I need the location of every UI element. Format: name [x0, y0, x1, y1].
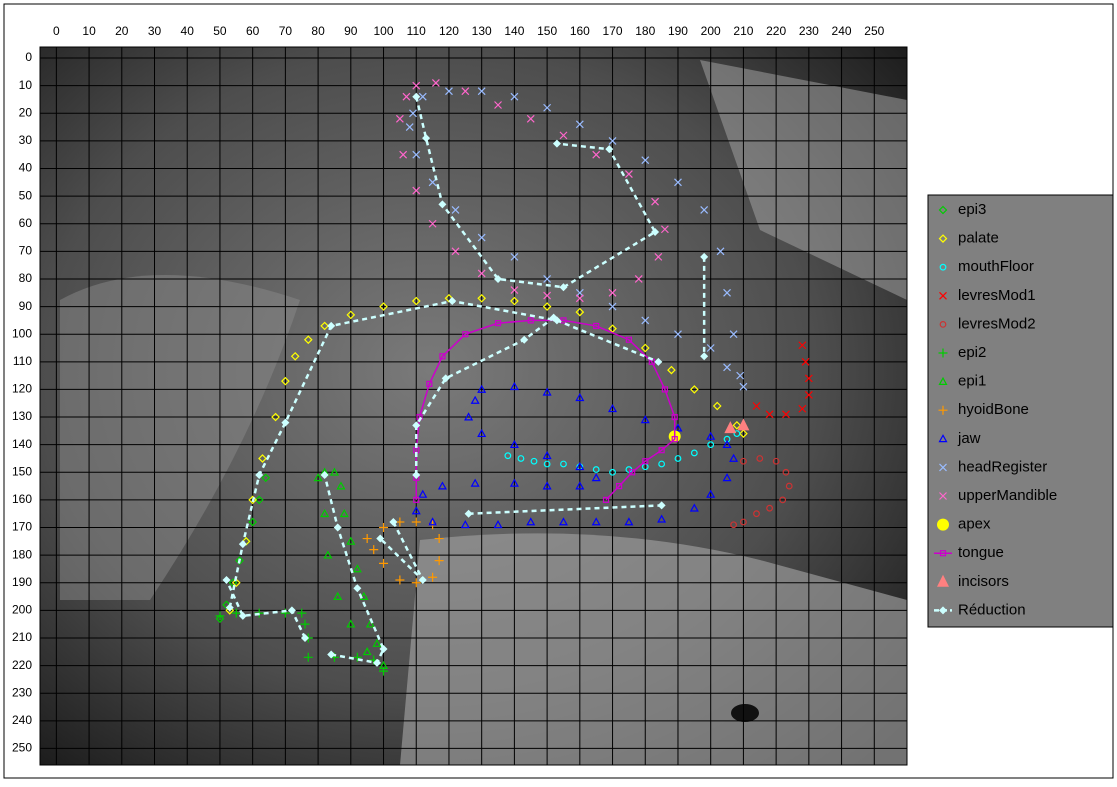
legend-label: tongue	[958, 544, 1004, 561]
legend-label: headRegister	[958, 458, 1047, 475]
y-tick-label: 250	[12, 741, 32, 755]
y-tick-label: 180	[12, 547, 32, 561]
x-tick-label: 50	[213, 24, 227, 38]
y-tick-label: 10	[19, 78, 33, 92]
x-tick-label: 80	[311, 24, 325, 38]
x-tick-label: 90	[344, 24, 358, 38]
x-tick-label: 230	[799, 24, 819, 38]
x-tick-label: 250	[864, 24, 884, 38]
x-tick-label: 170	[603, 24, 623, 38]
x-tick-label: 30	[148, 24, 162, 38]
legend-label: epi1	[958, 373, 986, 390]
legend-label: hyoidBone	[958, 401, 1029, 418]
x-tick-label: 150	[537, 24, 557, 38]
y-tick-label: 30	[19, 133, 33, 147]
x-tick-label: 120	[439, 24, 459, 38]
y-tick-label: 20	[19, 105, 33, 119]
y-tick-label: 80	[19, 271, 33, 285]
x-tick-label: 10	[82, 24, 96, 38]
x-tick-label: 140	[504, 24, 524, 38]
legend-label: upperMandible	[958, 487, 1057, 504]
y-tick-label: 50	[19, 188, 33, 202]
x-tick-label: 0	[53, 24, 60, 38]
legend-label: Réduction	[958, 601, 1026, 618]
x-tick-label: 210	[733, 24, 753, 38]
x-tick-label: 130	[472, 24, 492, 38]
legend-label: incisors	[958, 573, 1009, 590]
y-tick-label: 220	[12, 658, 32, 672]
y-tick-label: 110	[13, 354, 32, 368]
y-tick-label: 150	[12, 464, 32, 478]
legend-label: levresMod2	[958, 315, 1036, 332]
chart: epi3 palate mouthFloor levresMod1 levresMod2…	[0, 0, 1117, 782]
y-tick-label: 100	[12, 326, 32, 340]
y-tick-label: 90	[19, 299, 33, 313]
y-tick-label: 140	[12, 437, 32, 451]
legend-label: epi2	[958, 344, 986, 361]
legend-label: epi3	[958, 201, 986, 218]
y-tick-label: 210	[12, 630, 32, 644]
y-tick-label: 0	[25, 50, 32, 64]
legend-label: levresMod1	[958, 287, 1036, 304]
legend-label: palate	[958, 230, 999, 247]
x-tick-label: 240	[832, 24, 852, 38]
legend-label: jaw	[957, 430, 981, 447]
x-tick-label: 180	[635, 24, 655, 38]
legend: epi3 palate mouthFloor levresMod1 levresMod2…	[928, 195, 1113, 627]
x-tick-label: 200	[701, 24, 721, 38]
y-tick-label: 60	[19, 216, 33, 230]
y-tick-label: 40	[19, 161, 33, 175]
y-tick-label: 120	[12, 382, 32, 396]
xray-background	[40, 47, 907, 765]
x-tick-label: 190	[668, 24, 688, 38]
y-tick-label: 160	[12, 492, 32, 506]
y-tick-label: 190	[12, 575, 32, 589]
x-tick-label: 100	[374, 24, 394, 38]
legend-label: apex	[958, 516, 991, 533]
y-tick-label: 70	[19, 244, 33, 258]
y-tick-label: 200	[12, 603, 32, 617]
marker	[937, 519, 949, 531]
x-tick-label: 20	[115, 24, 129, 38]
x-tick-label: 160	[570, 24, 590, 38]
x-tick-label: 40	[181, 24, 195, 38]
legend-label: mouthFloor	[958, 258, 1034, 275]
y-tick-label: 130	[12, 409, 32, 423]
y-tick-label: 230	[12, 685, 32, 699]
x-tick-label: 60	[246, 24, 260, 38]
x-tick-label: 70	[279, 24, 293, 38]
y-tick-label: 170	[12, 520, 32, 534]
y-tick-label: 240	[12, 713, 32, 727]
x-tick-label: 110	[407, 24, 426, 38]
x-tick-label: 220	[766, 24, 786, 38]
